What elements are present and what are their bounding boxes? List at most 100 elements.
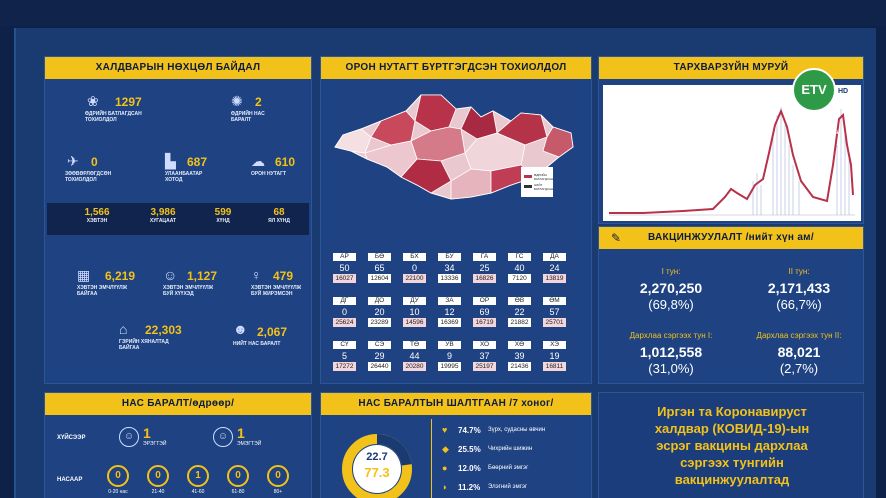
region-code: ХӨ <box>508 341 531 349</box>
deaths-day-value: 2 <box>255 95 262 109</box>
total-hospital: 1,566 ХЭВТЭН <box>77 207 117 224</box>
female-icon: ☺ <box>213 427 233 447</box>
region-daily: 10 <box>409 307 420 317</box>
dashboard-frame: ХАЛДВАРЫН НӨХЦӨЛ БАЙДАЛ ❀ 1297 ӨДРИЙН БА… <box>14 28 876 498</box>
pregnant-label: ХЭВТЭН ЭМЧЛҮҮЛЖ БУЙ ЖИРЭМСЭН <box>251 285 302 297</box>
region-total: 13819 <box>543 274 566 283</box>
imported-value: 0 <box>91 155 98 169</box>
region-code: ХО <box>473 341 496 349</box>
female-value: 1 <box>237 425 245 441</box>
region-code: ӨВ <box>508 297 531 305</box>
total-critical-label: ЯЛ ХҮНД <box>268 218 290 224</box>
age-deaths-panel: НАС БАРАЛТ/өдрөөр/ ХҮЙСЭЭР ☺ 1 ЭРЭГТЭЙ ☺… <box>44 392 312 498</box>
total-severe-label: ХҮНД <box>216 218 230 224</box>
male-value: 1 <box>143 425 151 441</box>
region-daily: 9 <box>446 351 452 361</box>
age-group-label: 41-60 <box>191 489 205 495</box>
confirmed-stat: ❀ 1297 ӨДРИЙН БАТЛАГДСАН ТОХИОЛДОЛ <box>85 93 142 123</box>
country-map-icon: ☁ <box>251 153 265 169</box>
boost2-value: 88,021 <box>777 344 821 360</box>
total-hospital-value: 1,566 <box>84 207 110 218</box>
deaths-day-label: ӨДРИЙН НАС БАРАЛТ <box>231 111 265 123</box>
region-total: 25197 <box>473 362 496 371</box>
house-icon: ⌂ <box>119 321 128 337</box>
causes-list: ♥ 74.7% Зүрх, судасны өвчин ◆ 25.5% Чихрийн ш… <box>431 419 591 498</box>
map-legend-total: НИЙТ БАТЛАГДСАН <box>534 183 554 191</box>
deaths-total-value: 2,067 <box>257 325 288 339</box>
dose2-value: 2,171,433 <box>767 280 831 296</box>
appeal-panel: Иргэн та Коронавируст халдвар (КОВИД-19)… <box>598 392 864 498</box>
total-moderate: 3,986 ХУГАЦААТ <box>143 207 183 224</box>
ulaanbaatar-label: УЛААНБААТАР ХОТОД <box>165 171 203 183</box>
deaths-day-stat: ✺ 2 ӨДРИЙН НАС БАРАЛТ <box>231 93 265 123</box>
age-group-value: 0 <box>147 465 169 487</box>
cause-label: Зүрх, судасны өвчин <box>488 427 546 433</box>
children-stat: ☺ 1,127 ХЭВТЭН ЭМЧЛҮҮЛЖ БУЙ ХҮҮХЭД <box>163 267 217 297</box>
top-bar <box>0 0 886 26</box>
age-group-value: 0 <box>267 465 289 487</box>
dose1-value: 2,270,250 <box>639 280 703 296</box>
cause-pct: 25.5% <box>458 445 481 454</box>
appeal-line-3: эсрэг вакцины дархлаа <box>656 438 808 453</box>
total-moderate-label: ХУГАЦААТ <box>149 218 177 224</box>
boost1-label: Дархлаа сэргээх тун I: <box>629 331 713 340</box>
home-care-value: 22,303 <box>145 323 182 337</box>
region-total: 16826 <box>473 274 496 283</box>
regions-title: ОРОН НУТАГТ БҮРТГЭГДСЭН ТОХИОЛДОЛ <box>321 57 591 79</box>
hospital-icon: ▦ <box>77 267 91 283</box>
region-total: 17272 <box>333 362 356 371</box>
region-total: 12604 <box>368 274 391 283</box>
infection-title: ХАЛДВАРЫН НӨХЦӨЛ БАЙДАЛ <box>45 57 311 79</box>
region-daily: 44 <box>409 351 420 361</box>
vaccine-panel: ✎ ВАКЦИНЖУУЛАЛТ /нийт хүн ам/ I тун: 2,2… <box>598 226 864 384</box>
appeal-line-4: сэргээх тунгийн <box>680 455 784 470</box>
age-group-value: 0 <box>107 465 129 487</box>
children-label: ХЭВТЭН ЭМЧЛҮҮЛЖ БУЙ ХҮҮХЭД <box>163 285 214 297</box>
pregnant-value: 479 <box>273 269 294 283</box>
boost2-pct: (2,7%) <box>779 361 819 376</box>
boost1-pct: (31,0%) <box>648 361 694 376</box>
region-total: 25624 <box>333 318 356 327</box>
infection-panel: ХАЛДВАРЫН НӨХЦӨЛ БАЙДАЛ ❀ 1297 ӨДРИЙН БА… <box>44 56 312 384</box>
total-severe-value: 599 <box>214 207 232 218</box>
dose1-pct: (69,8%) <box>648 297 694 312</box>
appeal-line-2: халдвар (КОВИД-19)-ын <box>654 421 810 436</box>
cause-label: Элэгний эмгэг <box>488 484 528 490</box>
region-daily: 19 <box>549 351 560 361</box>
cause-label: Чихрийн шижин <box>488 446 533 452</box>
home-treatment-label: ХЭВТЭН ЭМЧЛҮҮЛЖ БАЙГАА <box>77 285 128 297</box>
boost1-value: 1,012,558 <box>639 344 703 360</box>
appeal-line-1: Иргэн та Коронавируст <box>657 404 807 419</box>
region-code: УВ <box>438 341 461 349</box>
syringe-icon: ✎ <box>611 231 622 245</box>
dose2-label: II тун: <box>788 267 810 276</box>
mongolia-map <box>334 94 574 200</box>
local-value: 610 <box>275 155 296 169</box>
age-group-value: 1 <box>187 465 209 487</box>
region-code: ӨМ <box>543 297 566 305</box>
dose2-pct: (66,7%) <box>776 297 822 312</box>
region-total: 13336 <box>438 274 461 283</box>
appeal-line-5: вакцинжуулалтад <box>674 472 790 487</box>
curve-title: ТАРХВАРЗҮЙН МУРУЙ <box>599 57 863 79</box>
region-daily: 22 <box>514 307 525 317</box>
home-treatment-value: 6,219 <box>105 269 136 283</box>
deaths-total-stat: ☻ 2,067 НИЙТ НАС БАРАЛТ <box>233 321 288 347</box>
total-moderate-value: 3,986 <box>150 207 176 218</box>
logo-text: ETV <box>801 82 827 97</box>
virus-icon: ✺ <box>231 93 243 109</box>
region-daily: 20 <box>374 307 385 317</box>
region-code: СЭ <box>368 341 391 349</box>
boost2-label: Дархлаа сэргээх тун II: <box>756 331 842 340</box>
region-code: ТӨ <box>403 341 426 349</box>
deaths-total-label: НИЙТ НАС БАРАЛТ <box>233 341 281 347</box>
region-total: 7120 <box>508 274 531 283</box>
dose1-label: I тун: <box>661 267 681 276</box>
region-daily: 24 <box>549 263 560 273</box>
region-code: БУ <box>438 253 461 261</box>
total-severe: 599 ХҮНД <box>203 207 243 224</box>
imported-stat: ✈ 0 ЗӨӨВӨРЛӨГДСӨН ТОХИОЛДОЛ <box>65 153 111 183</box>
region-daily: 5 <box>341 351 347 361</box>
causes-title: НАС БАРАЛТЫН ШАЛТГААН /7 хоног/ <box>321 393 591 415</box>
